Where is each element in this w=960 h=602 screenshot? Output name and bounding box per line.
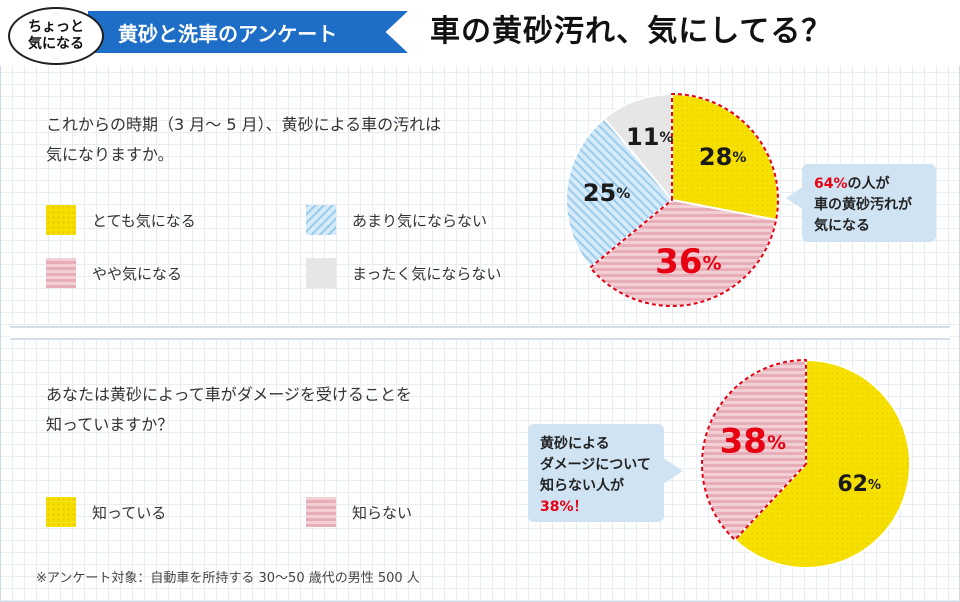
legend-swatch-pink — [306, 497, 336, 527]
legend-item-not-very-concerned: あまり気にならない — [306, 205, 487, 235]
pie-slice-1 — [733, 358, 911, 569]
badge-line2: 気になる — [28, 36, 84, 52]
legend-swatch-blue — [306, 205, 336, 235]
highlight-outline — [701, 359, 807, 541]
callout-line1: の人が — [847, 176, 890, 192]
question-1-line2: 気になりますか。 — [46, 145, 174, 164]
legend-swatch-gray — [306, 258, 336, 288]
pie-data-label-unit: % — [659, 130, 673, 146]
pie-slice-4 — [603, 92, 673, 203]
callout-concern: 64%の人が 車の黄砂汚れが 気になる — [802, 164, 936, 242]
callout-pointer — [786, 186, 804, 210]
highlight-outline — [589, 93, 779, 307]
question-1: これからの時期（3 月〜 5 月）、黄砂による車の汚れは 気になりますか。 — [46, 110, 441, 170]
question-1-line1: これからの時期（3 月〜 5 月）、黄砂による車の汚れは — [46, 115, 442, 134]
callout2-line1: 黄砂による — [540, 436, 610, 452]
legend-swatch-yellow — [46, 205, 76, 235]
callout2-pct: 38%！ — [540, 499, 588, 515]
legend-label: あまり気にならない — [352, 211, 488, 230]
legend-item-not-concerned-at-all: まったく気にならない — [306, 258, 501, 288]
legend-swatch-pink — [46, 258, 76, 288]
legend-label: 知らない — [352, 503, 413, 522]
legend-label: まったく気にならない — [352, 264, 502, 283]
legend-label: とても気になる — [92, 211, 196, 230]
legend-item-dont-know: 知らない — [306, 497, 412, 527]
banner-title: 黄砂と洗車のアンケート — [88, 11, 408, 53]
footnote: ※アンケート対象：自動車を所持する 30〜50 歳代の男性 500 人 — [36, 571, 420, 586]
pie-data-label-unit: % — [732, 150, 746, 166]
legend-item-somewhat-concerned: やや気になる — [46, 258, 182, 288]
question-2-line1: あなたは黄砂によって車がダメージを受けることを — [46, 385, 412, 404]
pie-data-label-unit: % — [767, 431, 786, 453]
callout-pct: 64% — [814, 176, 848, 192]
question-2: あなたは黄砂によって車がダメージを受けることを 知っていますか？ — [46, 380, 412, 440]
callout2-line2: ダメージについて — [540, 457, 651, 473]
legend-label: 知っている — [92, 503, 167, 522]
legend-swatch-yellow — [46, 497, 76, 527]
pie-data-label-unit: % — [868, 478, 881, 493]
pie-slice-2 — [588, 198, 778, 307]
legend-label: やや気になる — [92, 264, 183, 283]
callout-line2: 車の黄砂汚れが — [814, 197, 912, 213]
page-title: 車の黄砂汚れ、気にしてる？ — [430, 14, 833, 49]
callout-awareness: 黄砂による ダメージについて 知らない人が 38%！ — [528, 424, 664, 522]
badge-line1: ちょっと — [28, 19, 84, 35]
section-divider — [10, 326, 950, 340]
callout2-line3: 知らない人が — [540, 478, 624, 494]
pie-chart-awareness: 62%38% — [701, 358, 911, 569]
pie-chart-concern: 28%36%25%11% — [565, 92, 779, 307]
question-2-line2: 知っていますか？ — [46, 415, 174, 434]
pie-data-label-unit: % — [616, 186, 630, 202]
legend-item-very-concerned: とても気になる — [46, 205, 196, 235]
pie-data-label-unit: % — [702, 252, 721, 274]
pie-slice-3 — [565, 116, 674, 269]
callout-pointer — [663, 458, 683, 484]
header: ちょっと 気になる 黄砂と洗車のアンケート 車の黄砂汚れ、気にしてる？ — [0, 0, 960, 66]
legend-item-know: 知っている — [46, 497, 166, 527]
callout-line3: 気になる — [814, 218, 870, 234]
badge: ちょっと 気になる — [8, 7, 104, 65]
